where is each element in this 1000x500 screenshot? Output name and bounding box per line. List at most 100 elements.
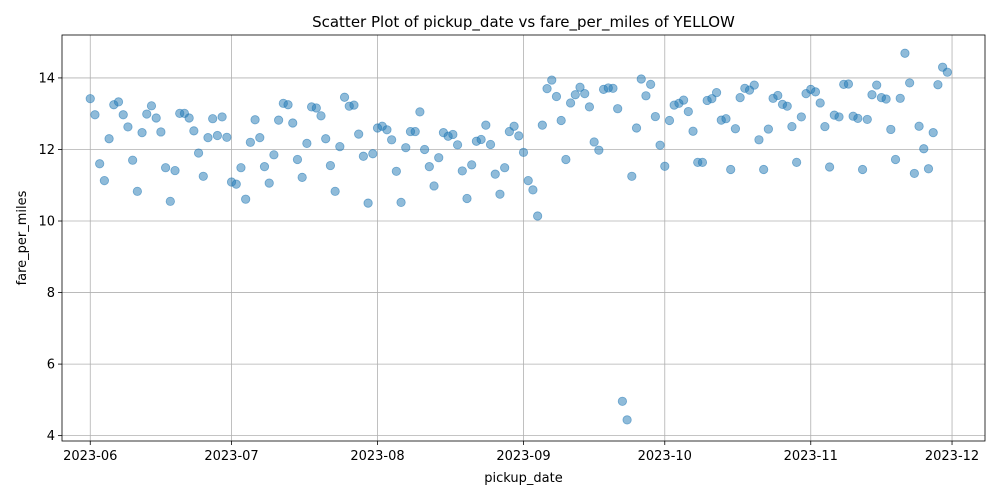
scatter-point xyxy=(561,154,571,165)
scatter-point xyxy=(354,129,364,139)
scatter-point xyxy=(165,196,175,206)
scatter-point xyxy=(255,133,265,143)
scatter-point xyxy=(697,157,708,167)
scatter-point xyxy=(942,67,952,77)
scatter-point xyxy=(627,171,637,181)
scatter-point xyxy=(330,186,340,196)
scatter-point xyxy=(99,175,109,186)
scatter-point xyxy=(203,133,213,143)
scatter-point xyxy=(467,160,477,170)
scatter-point xyxy=(810,87,821,97)
scatter-point xyxy=(909,168,919,179)
scatter-point xyxy=(363,198,373,208)
scatter-point xyxy=(297,172,307,182)
scatter-point xyxy=(881,94,891,104)
scatter-point xyxy=(462,193,472,204)
scatter-point xyxy=(434,153,444,163)
scatter-point xyxy=(410,126,420,137)
scatter-point xyxy=(528,185,538,195)
scatter-point xyxy=(208,114,218,124)
scatter-point xyxy=(123,122,133,132)
scatter-point xyxy=(156,127,166,137)
scatter-point xyxy=(895,93,905,103)
x-tick-label: 2023-07 xyxy=(204,449,258,464)
scatter-point xyxy=(843,79,854,89)
scatter-point xyxy=(490,169,500,179)
scatter-point xyxy=(613,104,623,114)
scatter-point xyxy=(608,83,618,93)
scatter-point xyxy=(834,112,844,122)
scatter-point xyxy=(321,134,331,144)
y-tick-label: 10 xyxy=(38,215,55,230)
plot-frame xyxy=(61,34,986,442)
scatter-point xyxy=(711,87,722,98)
scatter-point xyxy=(905,78,915,88)
y-axis-label: fare_per_miles xyxy=(15,190,30,285)
scatter-point xyxy=(495,189,505,199)
scatter-point xyxy=(900,48,910,58)
scatter-point xyxy=(664,115,675,126)
scatter-point xyxy=(641,91,651,101)
scatter-point xyxy=(707,94,717,104)
scatter-point xyxy=(198,171,208,181)
scatter-point xyxy=(137,128,147,138)
scatter-point xyxy=(575,82,585,92)
scatter-point xyxy=(184,113,194,123)
scatter-point xyxy=(919,144,929,154)
scatter-point xyxy=(862,114,872,125)
scatter-point xyxy=(683,106,693,117)
scatter-point xyxy=(655,140,665,150)
scatter-point xyxy=(95,159,105,169)
scatter-point xyxy=(236,163,246,173)
scatter-point xyxy=(429,181,439,191)
scatter-point xyxy=(146,101,157,111)
scatter-point xyxy=(820,121,830,132)
scatter-point xyxy=(688,126,698,136)
scatter-point xyxy=(85,94,95,104)
x-tick-label: 2023-10 xyxy=(638,449,692,464)
scatter-point xyxy=(358,151,368,161)
scatter-point xyxy=(853,113,863,123)
scatter-point xyxy=(631,123,642,133)
scatter-point xyxy=(500,163,510,173)
scatter-point xyxy=(551,91,562,102)
x-tick-label: 2023-11 xyxy=(784,449,838,464)
scatter-point xyxy=(890,154,901,165)
scatter-point xyxy=(311,103,321,113)
scatter-point xyxy=(424,162,434,172)
scatter-point xyxy=(617,396,627,406)
scatter-point xyxy=(933,80,943,90)
scatter-point xyxy=(231,179,241,189)
scatter-point xyxy=(589,137,599,147)
scatter-point xyxy=(518,147,529,157)
scatter-point xyxy=(283,100,293,110)
scatter-point xyxy=(796,112,806,122)
scatter-point xyxy=(923,164,934,174)
scatter-point xyxy=(452,140,463,150)
scatter-point xyxy=(396,197,406,208)
scatter-point xyxy=(815,98,825,108)
scatter-point xyxy=(759,164,769,175)
scatter-point xyxy=(212,130,222,141)
scatter-point xyxy=(646,79,656,89)
scatter-point xyxy=(288,118,298,128)
x-tick-label: 2023-06 xyxy=(63,449,117,464)
scatter-point xyxy=(580,89,590,99)
scatter-point xyxy=(857,164,868,175)
scatter-point xyxy=(457,166,467,176)
scatter-point xyxy=(754,135,764,145)
scatter-point xyxy=(872,80,882,90)
scatter-point xyxy=(476,134,486,145)
scatter-point xyxy=(316,111,326,121)
scatter-point xyxy=(128,155,138,165)
scatter-point xyxy=(339,92,350,102)
scatter-point xyxy=(170,165,180,176)
scatter-point xyxy=(547,75,557,85)
scatter-point xyxy=(542,84,552,94)
data-points xyxy=(85,48,952,425)
scatter-point xyxy=(556,115,566,126)
scatter-point xyxy=(391,166,401,176)
scatter-point xyxy=(537,120,547,130)
